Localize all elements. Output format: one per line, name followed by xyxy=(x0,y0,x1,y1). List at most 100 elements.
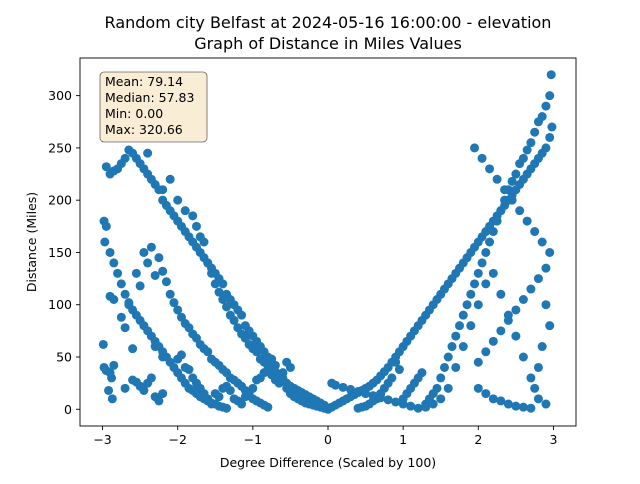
x-tick-label: 3 xyxy=(549,432,557,447)
data-point xyxy=(282,357,292,367)
data-point xyxy=(225,385,235,395)
data-point xyxy=(203,258,213,268)
data-point xyxy=(507,195,517,205)
data-point xyxy=(470,143,480,153)
data-point xyxy=(466,321,476,331)
data-point xyxy=(376,393,386,403)
data-point xyxy=(511,305,521,315)
x-tick-label: 0 xyxy=(324,432,332,447)
data-point xyxy=(143,258,153,268)
data-point xyxy=(169,298,179,308)
stats-min: Min: 0.00 xyxy=(105,106,163,121)
x-tick-label: −2 xyxy=(168,432,186,447)
stats-max: Max: 320.66 xyxy=(105,122,183,137)
data-point xyxy=(327,378,337,388)
data-point xyxy=(116,312,126,322)
data-point xyxy=(143,148,153,158)
data-point xyxy=(526,284,536,294)
data-point xyxy=(522,216,532,226)
data-point xyxy=(485,164,495,174)
data-point xyxy=(188,211,198,221)
data-point xyxy=(100,237,110,247)
data-point xyxy=(496,396,506,406)
x-tick-label: −1 xyxy=(244,432,262,447)
data-point xyxy=(436,394,446,404)
data-point xyxy=(353,387,363,396)
x-tick-label: 2 xyxy=(474,432,482,447)
data-point xyxy=(203,347,213,357)
x-axis-label: Degree Difference (Scaled by 100) xyxy=(220,455,436,470)
data-point xyxy=(131,268,141,278)
data-point xyxy=(109,360,119,370)
data-point xyxy=(443,352,453,362)
data-point xyxy=(545,247,555,257)
stats-mean: Mean: 79.14 xyxy=(105,74,183,89)
data-point xyxy=(237,399,247,409)
plot-frame xyxy=(79,57,577,427)
data-point xyxy=(522,145,532,155)
data-point xyxy=(530,383,540,393)
data-point xyxy=(338,382,348,392)
data-point xyxy=(518,352,528,362)
data-point xyxy=(515,159,525,169)
points-layer xyxy=(98,70,557,414)
data-point xyxy=(451,362,461,372)
data-point xyxy=(458,310,468,320)
data-point xyxy=(470,279,480,289)
data-point xyxy=(214,287,224,297)
y-tick-label: 250 xyxy=(48,140,72,155)
data-point xyxy=(101,221,111,231)
x-tick-label: −3 xyxy=(93,432,111,447)
data-point xyxy=(496,206,506,216)
data-point xyxy=(184,365,194,375)
data-point xyxy=(458,342,468,352)
data-point xyxy=(447,342,457,352)
data-point xyxy=(173,305,183,315)
data-point xyxy=(120,289,130,299)
data-point xyxy=(511,169,521,179)
data-point xyxy=(530,227,540,237)
data-point xyxy=(139,385,149,395)
data-point xyxy=(383,395,393,405)
data-point xyxy=(488,394,498,404)
data-point xyxy=(545,132,555,142)
data-point xyxy=(161,277,171,287)
data-point xyxy=(398,399,408,409)
data-point xyxy=(533,394,543,404)
data-point xyxy=(545,321,555,331)
data-point xyxy=(109,295,119,304)
stats-box-background xyxy=(99,71,208,143)
data-point xyxy=(109,258,119,268)
data-point xyxy=(477,153,487,163)
data-point xyxy=(511,331,521,341)
data-point xyxy=(346,384,356,394)
data-point xyxy=(541,399,551,409)
x-tick-label: 1 xyxy=(399,432,407,447)
data-point xyxy=(518,402,528,412)
y-tick-label: 0 xyxy=(64,402,72,417)
data-point xyxy=(361,389,371,399)
data-point xyxy=(500,195,510,205)
data-point xyxy=(537,342,547,352)
data-point xyxy=(526,373,536,383)
data-point xyxy=(229,315,239,325)
data-point xyxy=(533,117,543,127)
chart-title-line1: Random city Belfast at 2024-05-16 16:00:… xyxy=(105,13,552,32)
y-axis-label: Distance (Miles) xyxy=(24,192,39,292)
data-point xyxy=(488,227,498,237)
data-point xyxy=(104,385,114,395)
data-point xyxy=(98,339,108,349)
data-point xyxy=(105,169,115,179)
data-point xyxy=(473,383,483,393)
y-tick-label: 200 xyxy=(48,193,72,208)
data-point xyxy=(158,266,168,276)
data-point xyxy=(541,263,551,273)
data-point xyxy=(541,143,551,153)
data-point xyxy=(537,237,547,247)
y-tick-label: 300 xyxy=(48,88,72,103)
data-point xyxy=(428,399,438,409)
data-point xyxy=(207,268,217,278)
data-point xyxy=(394,365,404,375)
data-point xyxy=(481,347,491,357)
